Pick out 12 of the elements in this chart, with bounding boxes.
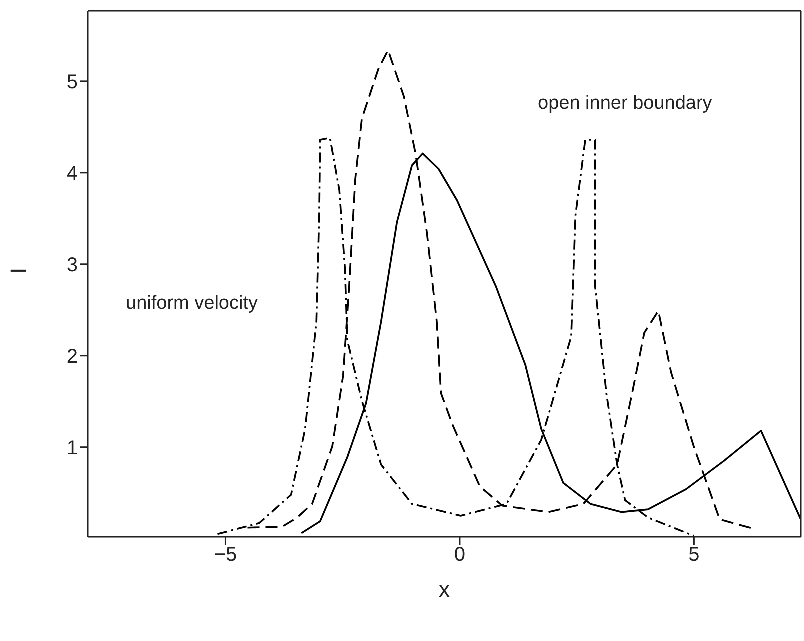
x-tick-label: −5 <box>214 544 238 566</box>
annotation: uniform velocity <box>126 293 258 315</box>
y-tick-label: 1 <box>66 437 78 460</box>
y-tick-label: 4 <box>66 163 78 186</box>
annotation: open inner boundary <box>538 93 712 115</box>
y-tick-label: 3 <box>66 254 78 276</box>
x-axis-title: x <box>439 577 450 602</box>
y-tick-label: 2 <box>66 346 78 368</box>
y-tick-label: 5 <box>66 72 78 94</box>
y-axis-title: I <box>6 268 31 274</box>
x-tick-label: 0 <box>454 544 466 566</box>
x-tick-label: 5 <box>688 544 700 566</box>
